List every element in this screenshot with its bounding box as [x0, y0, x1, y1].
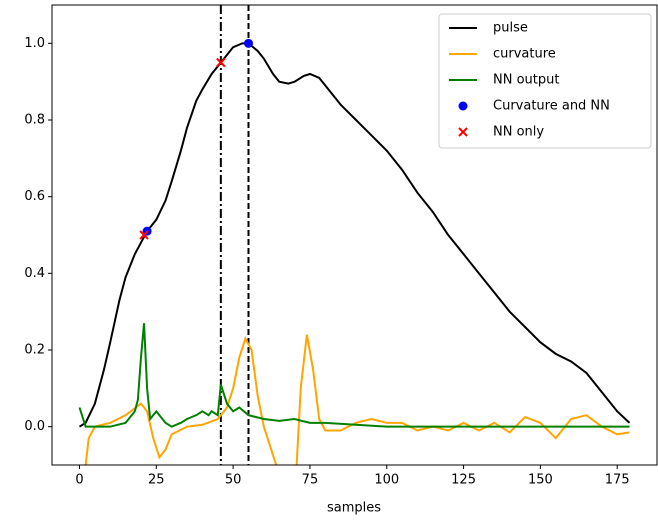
- scatter-point: [139, 230, 149, 240]
- scatter-point: [243, 38, 253, 48]
- legend-swatch: [458, 127, 468, 137]
- y-tick-label: 0.0: [24, 419, 45, 434]
- plot-area: [78, 5, 631, 465]
- x-tick-label: 75: [302, 473, 319, 488]
- x-tick-label: 125: [451, 473, 476, 488]
- legend-box: [438, 13, 652, 149]
- series-line: [84, 334, 630, 465]
- legend-label: curvature: [493, 47, 556, 62]
- y-tick-label: 1.0: [24, 36, 45, 51]
- legend-label: NN only: [493, 125, 544, 140]
- legend-label: Curvature and NN: [493, 99, 610, 114]
- x-tick-label: 50: [225, 473, 242, 488]
- y-tick-label: 0.4: [24, 266, 45, 281]
- legend-label: NN output: [493, 73, 559, 88]
- y-tick-label: 0.8: [24, 113, 45, 128]
- y-tick-label: 0.2: [24, 343, 45, 358]
- x-tick-label: 175: [605, 473, 630, 488]
- series-line: [78, 323, 630, 428]
- x-axis-label: samples: [327, 501, 381, 516]
- x-tick-label: 0: [75, 473, 83, 488]
- axes-frame: [51, 4, 658, 466]
- x-tick-label: 25: [148, 473, 165, 488]
- x-tick-label: 150: [528, 473, 553, 488]
- x-tick-label: 100: [374, 473, 399, 488]
- legend-label: pulse: [493, 21, 528, 36]
- legend-swatch: [458, 101, 468, 111]
- y-tick-label: 0.6: [24, 189, 45, 204]
- scatter-point: [216, 57, 226, 68]
